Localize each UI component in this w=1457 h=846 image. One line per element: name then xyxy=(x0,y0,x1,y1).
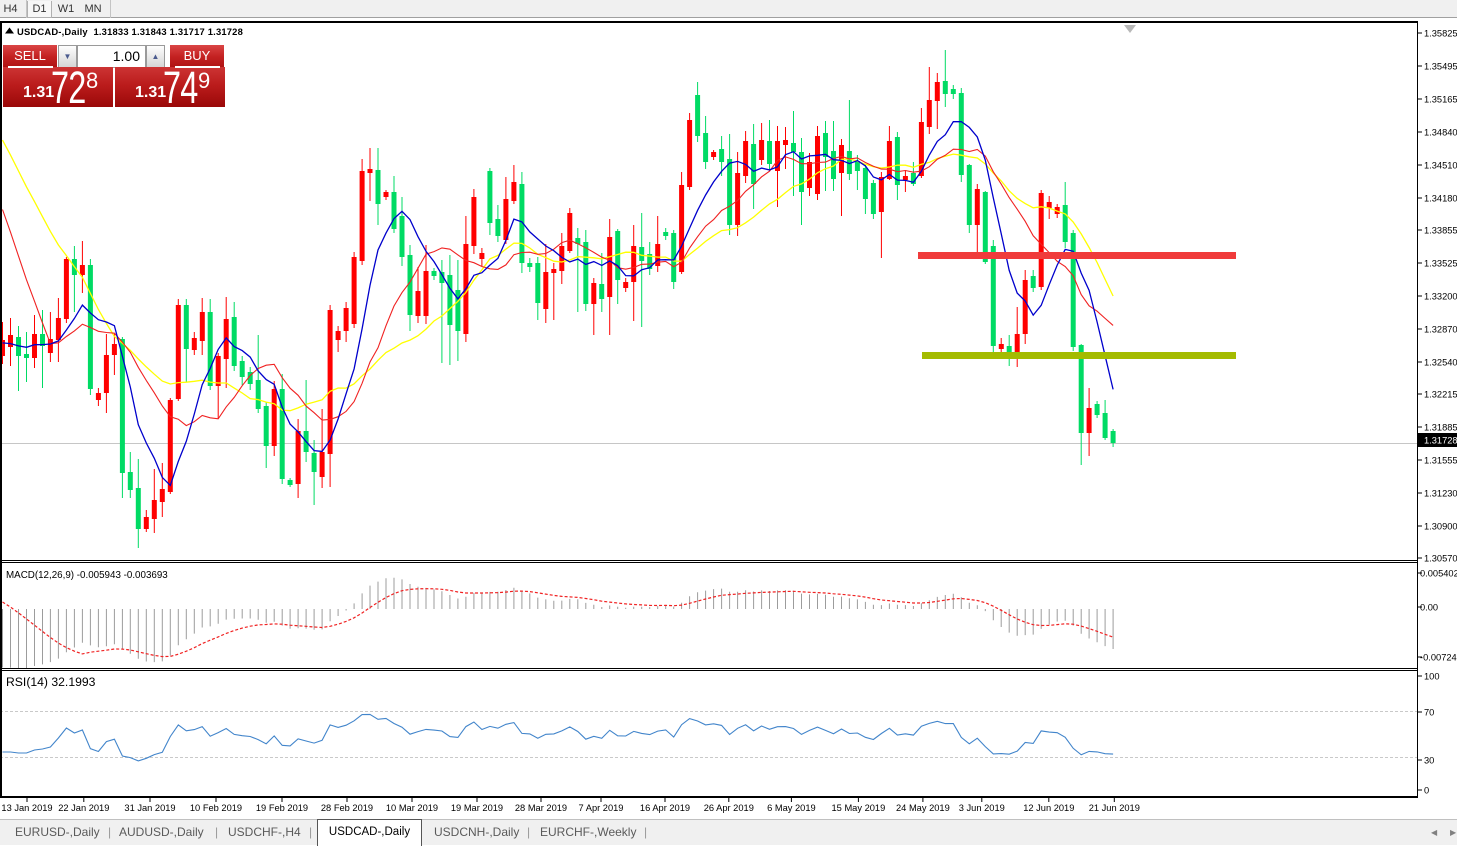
svg-text:16 Apr 2019: 16 Apr 2019 xyxy=(640,803,690,813)
svg-text:RSI(14) 32.1993: RSI(14) 32.1993 xyxy=(6,675,96,689)
svg-text:10 Feb 2019: 10 Feb 2019 xyxy=(190,803,242,813)
svg-text:1.34510: 1.34510 xyxy=(1424,161,1457,171)
svg-text:12 Jun 2019: 12 Jun 2019 xyxy=(1023,803,1074,813)
svg-text:MACD(12,26,9) -0.005943 -0.003: MACD(12,26,9) -0.005943 -0.003693 xyxy=(6,570,168,581)
svg-text:70: 70 xyxy=(1424,708,1434,718)
svg-text:1.33855: 1.33855 xyxy=(1424,226,1457,236)
svg-text:0.005402: 0.005402 xyxy=(1420,569,1457,579)
svg-text:1.32870: 1.32870 xyxy=(1424,325,1457,335)
svg-text:19 Mar 2019: 19 Mar 2019 xyxy=(451,803,503,813)
svg-text:13 Jan 2019: 13 Jan 2019 xyxy=(1,803,52,813)
svg-text:24 May 2019: 24 May 2019 xyxy=(896,803,950,813)
svg-text:1.31885: 1.31885 xyxy=(1424,423,1457,433)
svg-text:1.32215: 1.32215 xyxy=(1424,390,1457,400)
svg-text:28 Feb 2019: 28 Feb 2019 xyxy=(321,803,373,813)
svg-text:0: 0 xyxy=(1424,786,1429,796)
svg-text:-0.00724: -0.00724 xyxy=(1420,653,1457,663)
svg-text:1.31555: 1.31555 xyxy=(1424,456,1457,466)
svg-text:1.35165: 1.35165 xyxy=(1424,95,1457,105)
svg-text:15 May 2019: 15 May 2019 xyxy=(832,803,886,813)
svg-text:1.34180: 1.34180 xyxy=(1424,194,1457,204)
svg-text:19 Feb 2019: 19 Feb 2019 xyxy=(256,803,308,813)
svg-text:28 Mar 2019: 28 Mar 2019 xyxy=(515,803,567,813)
svg-text:1.32540: 1.32540 xyxy=(1424,358,1457,368)
svg-text:1.30570: 1.30570 xyxy=(1424,554,1457,564)
svg-text:31 Jan 2019: 31 Jan 2019 xyxy=(124,803,175,813)
svg-text:30: 30 xyxy=(1424,756,1434,766)
svg-text:1.33200: 1.33200 xyxy=(1424,292,1457,302)
svg-text:7 Apr 2019: 7 Apr 2019 xyxy=(579,803,624,813)
svg-text:1.31728: 1.31728 xyxy=(1424,436,1457,446)
svg-text:1.31230: 1.31230 xyxy=(1424,489,1457,499)
svg-text:3 Jun 2019: 3 Jun 2019 xyxy=(959,803,1005,813)
svg-text:1.35825: 1.35825 xyxy=(1424,29,1457,39)
svg-text:USDCAD-,Daily 1.31833 1.31843: USDCAD-,Daily 1.31833 1.31843 1.31717 1.… xyxy=(17,26,243,37)
svg-text:10 Mar 2019: 10 Mar 2019 xyxy=(386,803,438,813)
svg-text:6 May 2019: 6 May 2019 xyxy=(767,803,816,813)
svg-text:1.30900: 1.30900 xyxy=(1424,522,1457,532)
svg-text:1.35495: 1.35495 xyxy=(1424,62,1457,72)
svg-text:100: 100 xyxy=(1424,672,1440,682)
svg-text:26 Apr 2019: 26 Apr 2019 xyxy=(704,803,754,813)
svg-text:0.00: 0.00 xyxy=(1420,603,1438,613)
svg-text:1.34840: 1.34840 xyxy=(1424,128,1457,138)
svg-text:21 Jun 2019: 21 Jun 2019 xyxy=(1089,803,1140,813)
svg-text:1.33525: 1.33525 xyxy=(1424,259,1457,269)
svg-text:22 Jan 2019: 22 Jan 2019 xyxy=(58,803,109,813)
